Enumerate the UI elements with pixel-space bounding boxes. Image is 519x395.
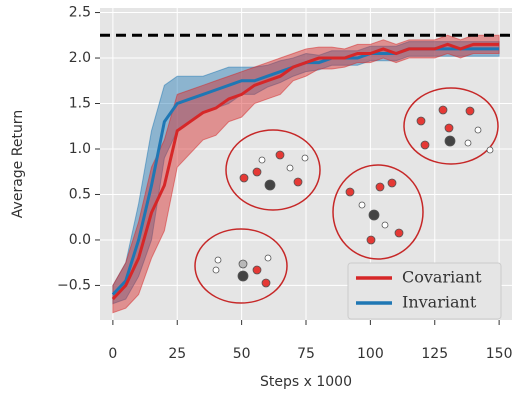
chart: Covariant Invariant Steps x 1000 Average … [0,0,519,391]
x-tick-label: 125 [421,346,448,362]
x-tick-label: 0 [108,346,117,362]
x-axis-label: Steps x 1000 [260,374,352,390]
legend: Covariant Invariant [348,263,501,319]
x-tick-label: 50 [233,346,251,362]
x-tick-label: 100 [357,346,384,362]
x-tick-label: 150 [486,346,513,362]
y-tick-label: 1.0 [69,141,91,157]
y-axis-label: Average Return [10,110,26,218]
y-tick-label: 0.0 [69,232,91,248]
x-tick-label: 25 [168,346,186,362]
y-tick-label: 0.5 [69,186,91,202]
y-tick-label: 1.5 [69,96,91,112]
y-tick-label: 2.0 [69,50,91,66]
legend-label: Covariant [402,268,482,287]
x-tick-label: 75 [297,346,315,362]
y-tick-label: 2.5 [69,5,91,21]
y-tick-label: −0.5 [57,277,91,293]
legend-label: Invariant [402,293,477,312]
